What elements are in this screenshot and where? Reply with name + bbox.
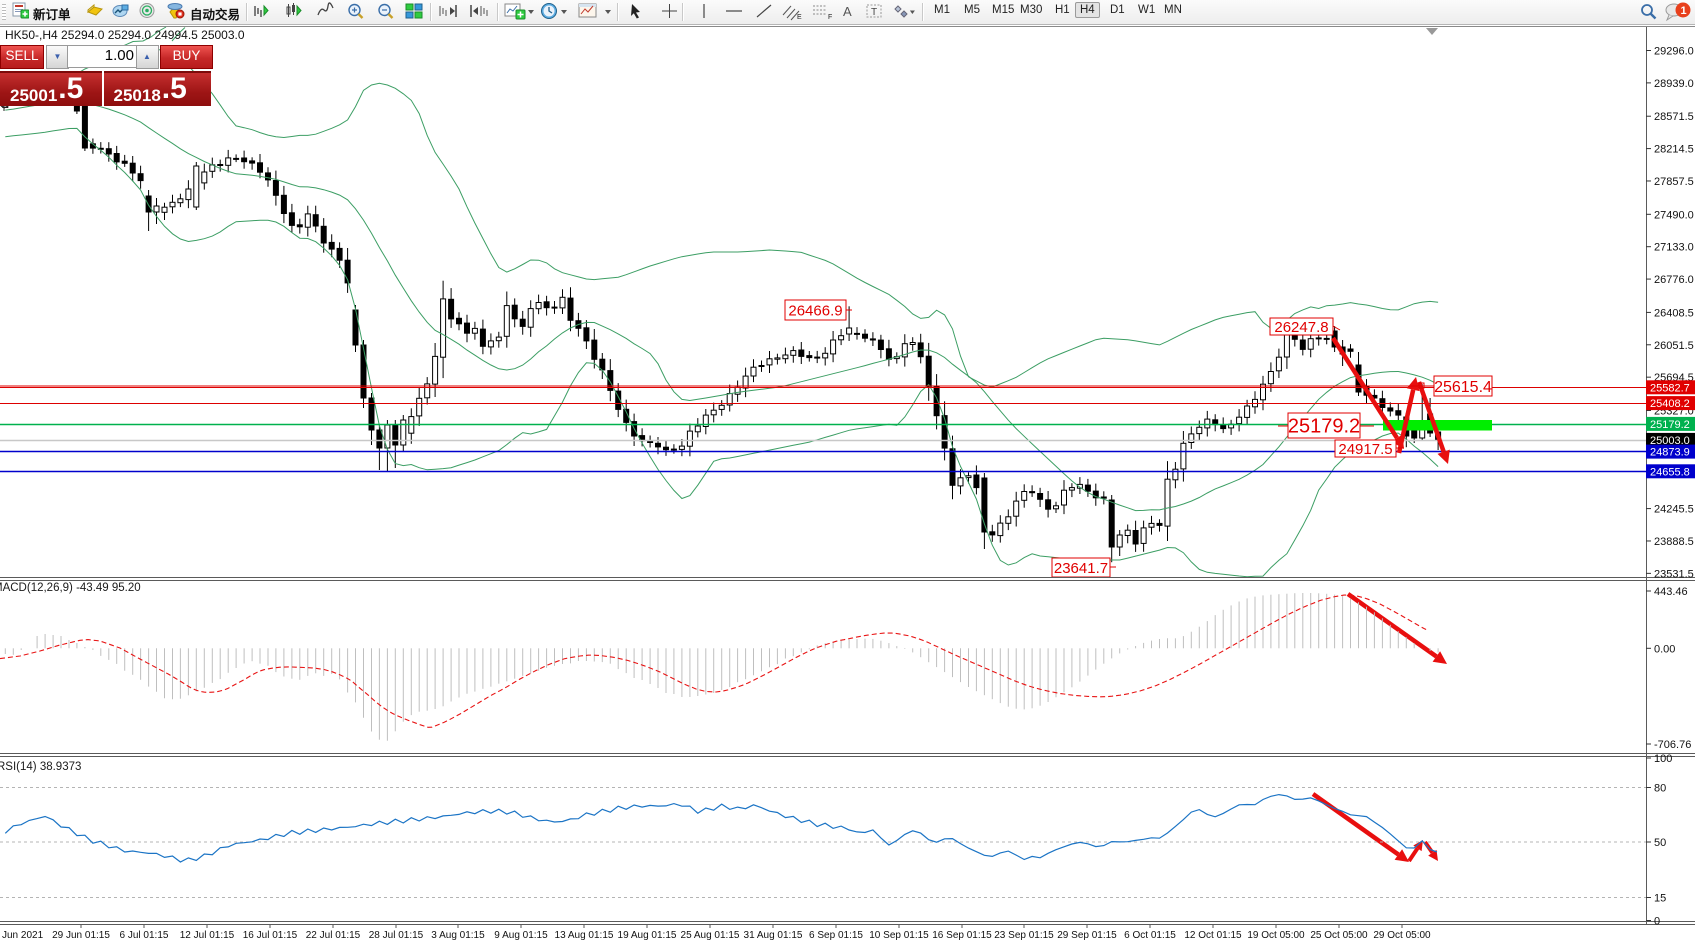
svg-text:RSI(14) 38.9373: RSI(14) 38.9373 bbox=[0, 761, 81, 773]
svg-text:25179.2: 25179.2 bbox=[1288, 416, 1360, 438]
svg-text:19 Aug 01:15: 19 Aug 01:15 bbox=[618, 930, 677, 941]
svg-text:31 Aug 01:15: 31 Aug 01:15 bbox=[744, 930, 803, 941]
svg-text:6 Sep 01:15: 6 Sep 01:15 bbox=[809, 930, 863, 941]
svg-text:Jun 2021: Jun 2021 bbox=[2, 930, 44, 941]
svg-text:26466.9: 26466.9 bbox=[788, 302, 842, 319]
svg-text:12 Oct 01:15: 12 Oct 01:15 bbox=[1184, 930, 1242, 941]
svg-text:1: 1 bbox=[1681, 5, 1687, 17]
svg-text:29296.0: 29296.0 bbox=[1654, 46, 1694, 58]
svg-text:6 Jul 01:15: 6 Jul 01:15 bbox=[120, 930, 169, 941]
svg-text:50: 50 bbox=[1654, 837, 1666, 849]
svg-text:26051.5: 26051.5 bbox=[1654, 340, 1694, 352]
svg-text:23 Sep 01:15: 23 Sep 01:15 bbox=[994, 930, 1054, 941]
svg-text:28 Jul 01:15: 28 Jul 01:15 bbox=[369, 930, 424, 941]
svg-text:25615.4: 25615.4 bbox=[1434, 379, 1492, 396]
svg-text:24917.5: 24917.5 bbox=[1338, 441, 1392, 458]
svg-text:0: 0 bbox=[1654, 916, 1660, 928]
svg-text:13 Aug 01:15: 13 Aug 01:15 bbox=[555, 930, 614, 941]
svg-text:12 Jul 01:15: 12 Jul 01:15 bbox=[180, 930, 235, 941]
svg-text:29 Sep 01:15: 29 Sep 01:15 bbox=[1057, 930, 1117, 941]
svg-text:6 Oct 01:15: 6 Oct 01:15 bbox=[1124, 930, 1176, 941]
svg-text:27133.0: 27133.0 bbox=[1654, 242, 1694, 254]
svg-text:15: 15 bbox=[1654, 893, 1666, 905]
svg-text:19 Oct 05:00: 19 Oct 05:00 bbox=[1247, 930, 1305, 941]
svg-text:26247.8: 26247.8 bbox=[1274, 319, 1328, 336]
svg-text:28571.5: 28571.5 bbox=[1654, 111, 1694, 123]
svg-text:24655.8: 24655.8 bbox=[1650, 466, 1690, 478]
svg-text:25582.7: 25582.7 bbox=[1650, 382, 1690, 394]
svg-text:-706.76: -706.76 bbox=[1654, 739, 1691, 751]
svg-text:23641.7: 23641.7 bbox=[1054, 560, 1108, 577]
svg-text:29 Jun 01:15: 29 Jun 01:15 bbox=[52, 930, 110, 941]
svg-text:25003.0: 25003.0 bbox=[1650, 435, 1690, 447]
svg-text:3 Aug 01:15: 3 Aug 01:15 bbox=[431, 930, 485, 941]
svg-text:23888.5: 23888.5 bbox=[1654, 536, 1694, 548]
svg-text:23531.5: 23531.5 bbox=[1654, 568, 1694, 580]
svg-text:16 Sep 01:15: 16 Sep 01:15 bbox=[932, 930, 992, 941]
svg-text:26408.5: 26408.5 bbox=[1654, 307, 1694, 319]
svg-text:MACD(12,26,9) -43.49 95.20: MACD(12,26,9) -43.49 95.20 bbox=[0, 582, 141, 594]
svg-text:T: T bbox=[871, 7, 877, 18]
svg-text:16 Jul 01:15: 16 Jul 01:15 bbox=[243, 930, 298, 941]
svg-text:E: E bbox=[797, 14, 802, 21]
svg-text:A: A bbox=[843, 4, 852, 19]
svg-text:100: 100 bbox=[1654, 753, 1672, 765]
svg-text:24245.5: 24245.5 bbox=[1654, 504, 1694, 516]
svg-text:26776.0: 26776.0 bbox=[1654, 274, 1694, 286]
svg-text:22 Jul 01:15: 22 Jul 01:15 bbox=[306, 930, 361, 941]
svg-text:HK50-,H4 25294.0 25294.0 2499: HK50-,H4 25294.0 25294.0 24994.5 25003.0 bbox=[5, 28, 245, 42]
svg-text:29 Oct 05:00: 29 Oct 05:00 bbox=[1373, 930, 1431, 941]
svg-text:25408.2: 25408.2 bbox=[1650, 398, 1690, 410]
svg-text:443.46: 443.46 bbox=[1654, 586, 1688, 598]
svg-text:27490.0: 27490.0 bbox=[1654, 209, 1694, 221]
svg-text:25179.2: 25179.2 bbox=[1650, 419, 1690, 431]
svg-text:F: F bbox=[828, 14, 832, 21]
svg-text:0.00: 0.00 bbox=[1654, 643, 1675, 655]
svg-text:28214.5: 28214.5 bbox=[1654, 144, 1694, 156]
svg-text:24873.9: 24873.9 bbox=[1650, 447, 1690, 459]
svg-text:27857.5: 27857.5 bbox=[1654, 176, 1694, 188]
svg-text:28939.0: 28939.0 bbox=[1654, 78, 1694, 90]
svg-text:80: 80 bbox=[1654, 783, 1666, 795]
svg-text:9 Aug 01:15: 9 Aug 01:15 bbox=[494, 930, 548, 941]
svg-text:10 Sep 01:15: 10 Sep 01:15 bbox=[869, 930, 929, 941]
svg-text:25 Oct 05:00: 25 Oct 05:00 bbox=[1310, 930, 1368, 941]
svg-text:25 Aug 01:15: 25 Aug 01:15 bbox=[681, 930, 740, 941]
